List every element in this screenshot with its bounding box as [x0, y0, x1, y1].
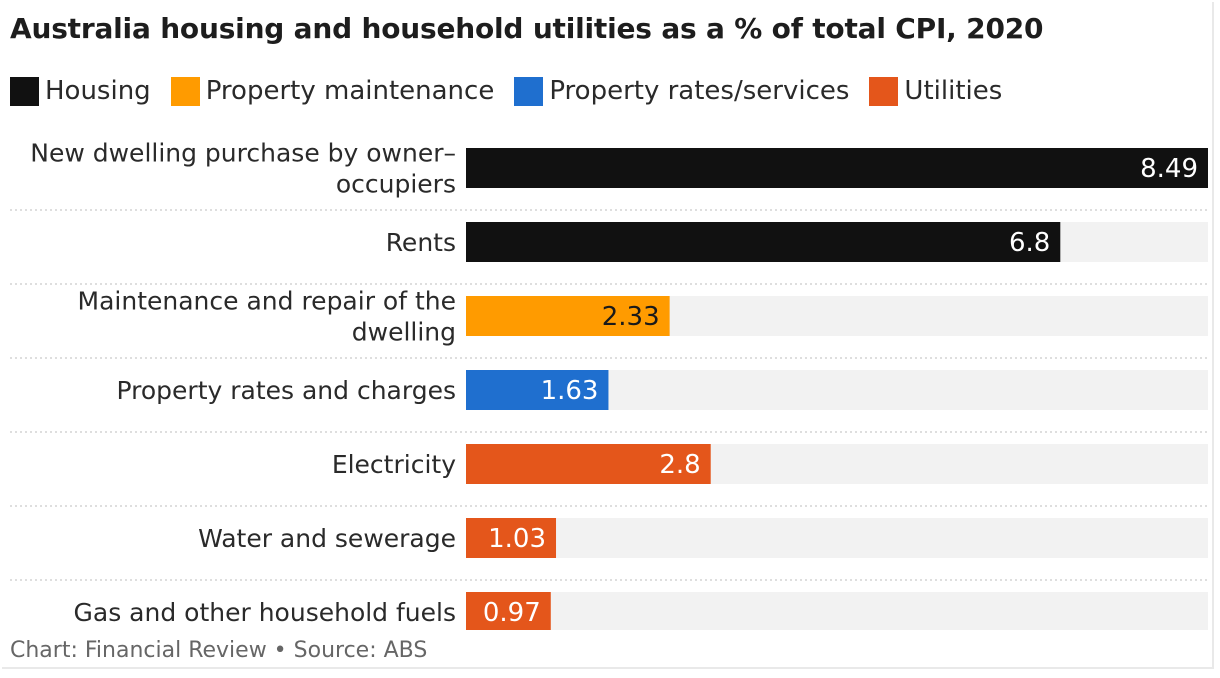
legend-item-property-maintenance: Property maintenance	[170, 76, 495, 106]
category-label: Property rates and charges	[117, 376, 457, 405]
bar-value-label: 1.63	[541, 376, 599, 406]
bar	[466, 370, 609, 410]
category-label: Gas and other household fuels	[74, 598, 456, 627]
bar-track	[466, 518, 1208, 558]
bar-value-label: 2.8	[659, 450, 700, 480]
legend-swatch-utilities	[869, 76, 899, 106]
legend: Housing Property maintenance Property ra…	[10, 76, 1022, 106]
legend-label-housing: Housing	[45, 76, 151, 106]
legend-item-property-rates: Property rates/services	[514, 76, 849, 106]
legend-label-property-rates: Property rates/services	[549, 76, 850, 106]
legend-item-utilities: Utilities	[869, 76, 1002, 106]
legend-label-utilities: Utilities	[904, 76, 1003, 106]
bar-chart: 8.49 New dwelling purchase by owner–occup…	[10, 139, 1208, 630]
bar-value-label: 2.33	[602, 302, 660, 332]
legend-swatch-property-rates	[514, 76, 544, 106]
legend-item-housing: Housing	[10, 76, 151, 106]
category-label: Electricity	[332, 450, 456, 479]
bar-value-label: 1.03	[488, 524, 546, 554]
bar	[466, 518, 557, 558]
chart-source-footer: Chart: Financial Review • Source: ABS	[10, 638, 428, 663]
chart-title: Australia housing and household utilitie…	[10, 12, 1044, 45]
category-label: New dwelling purchase by owner–	[30, 139, 456, 168]
chart-frame: Australia housing and household utilitie…	[10, 12, 1208, 663]
legend-label-property-maintenance: Property maintenance	[205, 76, 495, 106]
bar-value-label: 0.97	[483, 598, 541, 628]
bar	[466, 592, 551, 630]
bar	[466, 296, 670, 336]
category-label: dwelling	[352, 318, 456, 347]
category-label: Rents	[386, 228, 456, 257]
legend-swatch-housing	[10, 76, 39, 106]
legend-swatch-property-maintenance	[170, 76, 200, 106]
bar	[466, 444, 711, 484]
category-label: occupiers	[336, 170, 456, 199]
category-label: Maintenance and repair of the	[78, 287, 456, 316]
bar-value-label: 8.49	[1140, 154, 1198, 184]
category-label: Water and sewerage	[198, 524, 456, 553]
bar-track	[466, 592, 1208, 630]
bar	[466, 148, 1208, 188]
bar	[466, 222, 1061, 262]
bar-value-label: 6.8	[1009, 228, 1050, 258]
